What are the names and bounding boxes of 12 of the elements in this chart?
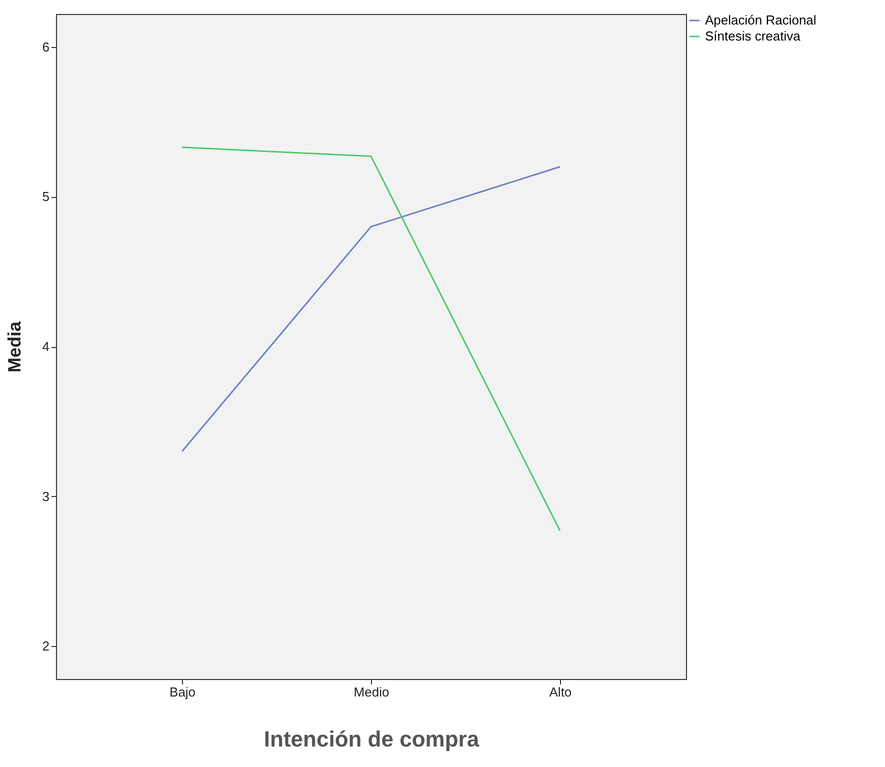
legend-label: Apelación Racional (705, 12, 816, 28)
x-tick-label: Medio (354, 684, 390, 700)
y-tick-label: 5 (42, 189, 50, 204)
y-tick-label: 6 (42, 39, 50, 54)
y-tick-label: 2 (42, 638, 50, 654)
x-tick-label: Alto (549, 684, 572, 700)
x-tick-label: Bajo (170, 684, 196, 700)
y-tick-label: 3 (42, 488, 50, 504)
x-axis-title: Intención de compra (264, 726, 480, 752)
y-tick-label: 4 (42, 339, 50, 354)
legend-label: Síntesis creativa (705, 28, 802, 44)
y-axis-title: Media (4, 320, 24, 373)
